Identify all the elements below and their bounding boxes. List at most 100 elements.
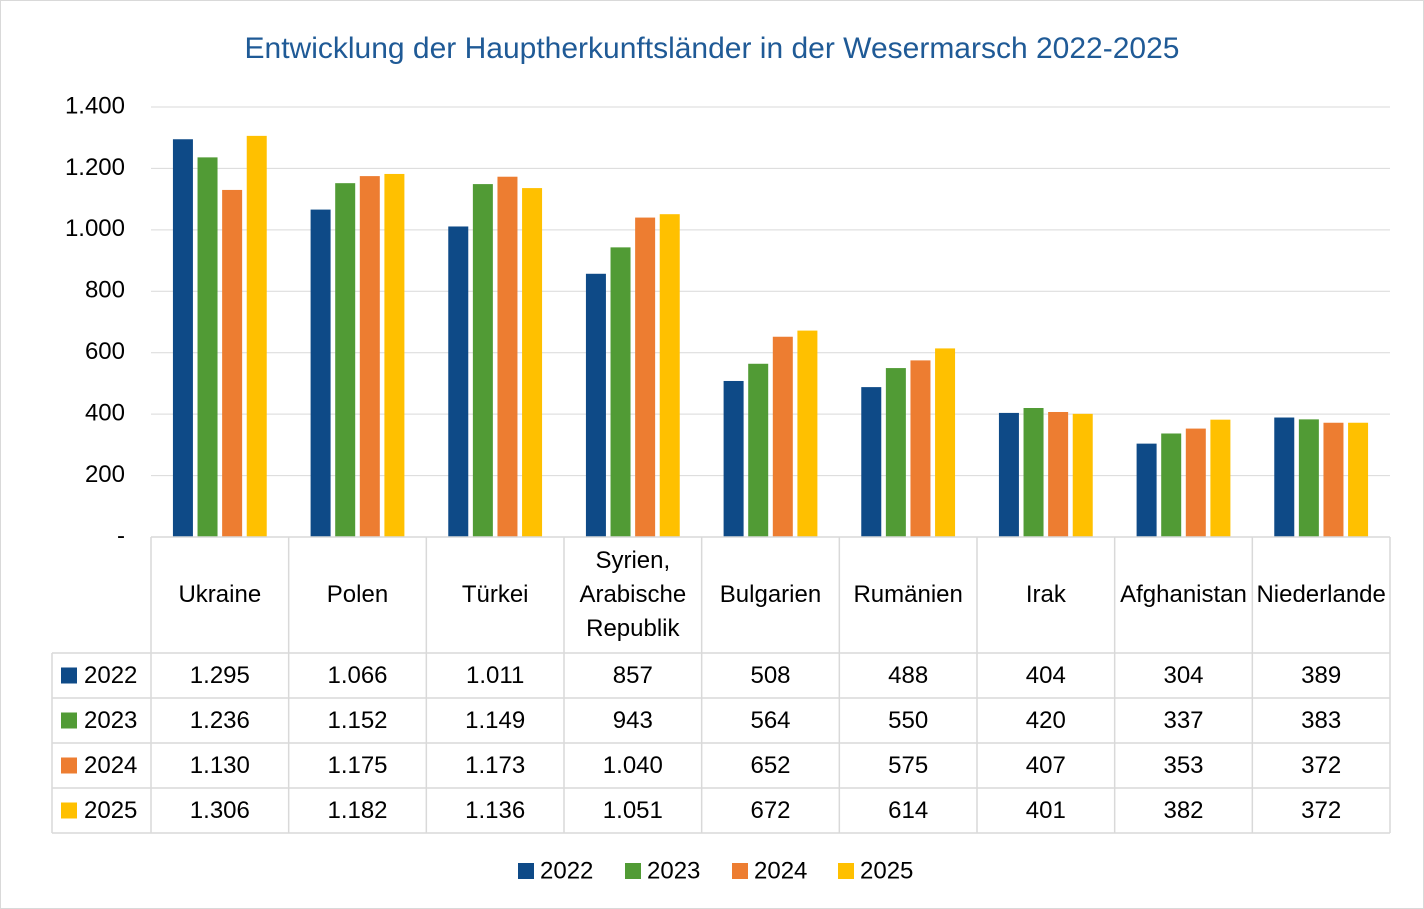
y-tick-label: 600	[85, 338, 125, 365]
bar	[448, 226, 469, 537]
bar	[310, 209, 331, 538]
y-tick-label: 1.200	[65, 154, 125, 181]
bar	[885, 368, 906, 537]
bar	[797, 330, 818, 537]
y-tick-label: -	[117, 522, 125, 549]
data-label: 1.182	[327, 797, 387, 824]
data-label: 1.040	[603, 752, 663, 779]
bar	[1210, 419, 1231, 537]
data-label: 1.136	[465, 797, 525, 824]
data-label: 1.175	[327, 752, 387, 779]
data-label: 508	[750, 662, 790, 689]
bar	[1185, 428, 1206, 537]
data-label: 382	[1163, 797, 1203, 824]
data-label: 407	[1026, 752, 1066, 779]
bar	[635, 217, 656, 538]
chart-title: Entwicklung der Hauptherkunftsländer in …	[245, 32, 1180, 65]
category-label: Afghanistan	[1120, 581, 1247, 608]
data-label: 404	[1026, 662, 1066, 689]
bar	[246, 135, 267, 537]
data-label: 550	[888, 707, 928, 734]
row-header: 2024	[84, 752, 137, 779]
bar	[1161, 433, 1182, 537]
bar	[910, 360, 931, 537]
legend-key	[625, 863, 641, 879]
bar	[723, 380, 744, 537]
category-label: Irak	[1025, 581, 1066, 608]
legend-label: 2022	[540, 857, 593, 884]
data-label: 1.011	[466, 662, 524, 689]
bar	[497, 176, 518, 537]
data-label: 1.236	[190, 707, 250, 734]
data-label: 353	[1163, 752, 1203, 779]
category-label: Ukraine	[178, 581, 262, 608]
bar	[585, 273, 606, 537]
data-label: 652	[750, 752, 790, 779]
data-label: 304	[1163, 662, 1203, 689]
data-label: 1.130	[190, 752, 250, 779]
category-label: Bulgarien	[719, 581, 822, 608]
bar	[935, 348, 956, 537]
bar	[610, 247, 631, 537]
bar	[772, 336, 793, 537]
y-tick-label: 800	[85, 277, 125, 304]
data-label: 1.295	[190, 662, 250, 689]
legend-key	[61, 667, 77, 684]
data-label: 383	[1301, 707, 1341, 734]
category-label: Rumänien	[853, 581, 963, 608]
data-label: 401	[1026, 797, 1066, 824]
row-header: 2023	[84, 707, 137, 734]
y-tick-label: 200	[85, 461, 125, 488]
bar	[1298, 419, 1319, 537]
legend-key	[61, 757, 77, 774]
y-tick-label: 1.400	[65, 92, 125, 119]
data-label: 488	[888, 662, 928, 689]
legend-key	[61, 712, 77, 729]
category-label: Syrien, Arabische Republik	[579, 547, 687, 642]
data-label: 1.152	[327, 707, 387, 734]
bar	[384, 173, 405, 537]
bar	[172, 139, 193, 537]
bar	[522, 188, 543, 538]
bar	[335, 183, 356, 537]
data-label: 372	[1301, 797, 1341, 824]
bar	[472, 184, 493, 538]
legend-key	[61, 802, 77, 819]
data-label: 614	[888, 797, 928, 824]
bar	[748, 363, 769, 537]
row-header: 2025	[84, 797, 137, 824]
data-label: 672	[750, 797, 790, 824]
data-label: 1.051	[603, 797, 663, 824]
legend-key	[732, 863, 748, 879]
row-header: 2022	[84, 662, 137, 689]
legend-label: 2025	[860, 857, 913, 884]
data-label: 1.173	[465, 752, 525, 779]
legend-label: 2024	[754, 857, 807, 884]
bar	[222, 189, 243, 537]
legend-key	[518, 863, 534, 879]
bar	[1348, 422, 1369, 537]
bar	[197, 157, 218, 537]
data-label: 1.306	[190, 797, 250, 824]
legend-key	[838, 863, 854, 879]
data-label: 1.066	[327, 662, 387, 689]
bar	[1072, 413, 1093, 537]
data-label: 337	[1163, 707, 1203, 734]
data-label: 943	[613, 707, 653, 734]
data-label: 389	[1301, 662, 1341, 689]
bar	[1323, 422, 1344, 537]
data-label: 857	[613, 662, 653, 689]
bar	[1048, 411, 1069, 537]
y-tick-label: 400	[85, 399, 125, 426]
category-label: Türkei	[461, 581, 529, 608]
category-label: Niederlande	[1256, 581, 1386, 608]
y-tick-label: 1.000	[65, 215, 125, 242]
data-label: 420	[1026, 707, 1066, 734]
bar	[998, 412, 1019, 537]
bar	[1136, 443, 1157, 537]
bar	[659, 214, 680, 537]
bar	[1274, 417, 1295, 537]
bar	[861, 387, 882, 537]
